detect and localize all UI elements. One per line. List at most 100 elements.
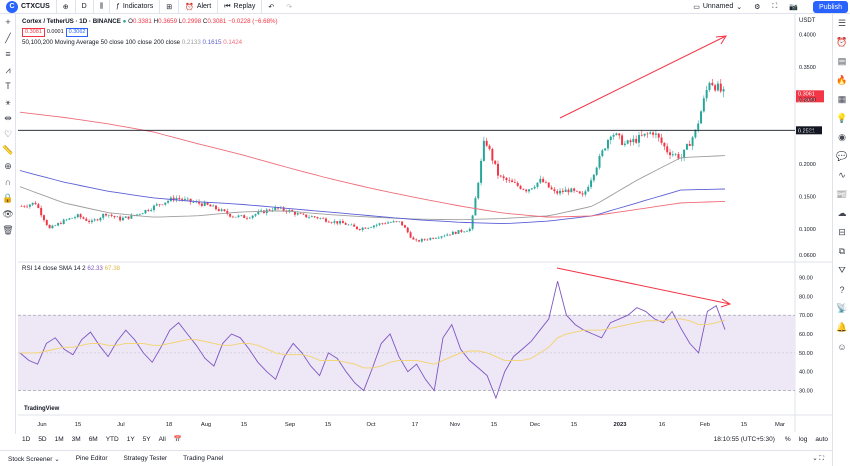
trendline-icon[interactable]: ╱: [5, 32, 11, 43]
replay-button[interactable]: ⏮ Replay: [217, 0, 261, 14]
clock-label[interactable]: 18:10:55 (UTC+5:30): [713, 435, 775, 443]
log-toggle[interactable]: log: [798, 435, 808, 443]
tab-trading-panel[interactable]: Trading Panel: [183, 455, 224, 462]
templates-button[interactable]: ⊞: [159, 0, 178, 14]
tab-stock-screener[interactable]: Stock Screener ⌄: [0, 455, 68, 463]
price-tag-bg: [796, 90, 824, 103]
trophy-icon[interactable]: ⛛: [838, 265, 846, 275]
time-axis[interactable]: Jun 15 Jul 18 Aug 15 Sep 15 Oct 17 Nov 15 Dec 15 2023 1…: [37, 422, 785, 428]
candle-body: [336, 221, 339, 224]
candle-body: [57, 223, 60, 226]
layout-button[interactable]: ▭ Unnamed ⌄: [687, 0, 748, 14]
snapshot-button[interactable]: 📷: [783, 0, 804, 14]
pulse-icon[interactable]: ∿: [838, 170, 846, 180]
zoom-icon[interactable]: ⊕: [4, 160, 12, 171]
candle-body: [361, 227, 364, 230]
heart-icon[interactable]: ♡: [3, 128, 13, 139]
high-label: H: [153, 18, 159, 25]
interval-button[interactable]: D: [74, 0, 93, 14]
broadcast-icon[interactable]: 📡: [836, 303, 848, 313]
help-icon[interactable]: ?: [839, 284, 845, 295]
tab-strategy-tester[interactable]: Strategy Tester: [123, 455, 168, 462]
symbol-search[interactable]: C CTXCUS: [0, 0, 56, 14]
redo-button[interactable]: ↷: [280, 0, 298, 14]
streams-icon[interactable]: ◉: [838, 132, 846, 142]
currency-label[interactable]: USDT: [799, 18, 816, 24]
ideas-icon[interactable]: 💡: [836, 113, 848, 123]
auto-toggle[interactable]: auto: [815, 435, 828, 443]
magnet-icon[interactable]: ∩: [4, 177, 12, 187]
tf-5d[interactable]: 5D: [38, 435, 47, 443]
tf-ytd[interactable]: YTD: [105, 435, 119, 443]
user-icon[interactable]: ☺: [837, 341, 847, 352]
settings-button[interactable]: ⚙: [748, 0, 766, 14]
tf-all[interactable]: All: [158, 435, 166, 443]
indicators-button[interactable]: ƒ Indicators: [108, 0, 159, 14]
candle-body: [423, 239, 426, 240]
chart-type-button[interactable]: ⫼: [92, 0, 109, 14]
candle-body: [618, 133, 621, 136]
hotlist-icon[interactable]: 🔥: [836, 75, 848, 85]
grid-icon: ⊞: [166, 3, 173, 11]
tf-1m[interactable]: 1M: [54, 435, 64, 443]
ruler-icon[interactable]: 📏: [2, 144, 14, 155]
screener-icon[interactable]: ⊟: [838, 227, 846, 237]
publish-button[interactable]: Publish: [813, 1, 848, 13]
candle-body: [711, 82, 714, 86]
buy-box[interactable]: 0.3062: [65, 28, 89, 37]
candle-body: [677, 154, 680, 159]
candle-body: [246, 218, 248, 219]
time-tick-label: 15: [325, 422, 331, 428]
chat-icon[interactable]: 💬: [836, 151, 848, 161]
fullscreen-button[interactable]: ⛶: [766, 0, 783, 14]
watchlist-icon[interactable]: ☰: [837, 18, 847, 28]
ma200-value: 0.1424: [223, 39, 243, 46]
tf-5y[interactable]: 5Y: [142, 435, 151, 443]
alerts-icon[interactable]: ⏰: [836, 37, 848, 47]
time-tick-label: Dec: [530, 422, 540, 428]
data-window-icon[interactable]: ▤: [837, 56, 847, 66]
date-range-icon[interactable]: 📅: [173, 436, 182, 443]
eye-icon[interactable]: 👁: [2, 208, 14, 219]
tf-1d[interactable]: 1D: [22, 435, 31, 443]
trash-icon[interactable]: 🗑: [2, 224, 14, 235]
time-tick-label: Jun: [37, 422, 46, 428]
forecast-icon[interactable]: ⚹: [5, 96, 11, 107]
tf-1y[interactable]: 1Y: [126, 435, 135, 443]
candle-body: [688, 144, 691, 146]
crosshair-icon[interactable]: +: [5, 17, 11, 27]
undo-button[interactable]: ↶: [261, 0, 280, 14]
percent-toggle[interactable]: %: [784, 435, 791, 443]
candle-body: [192, 202, 195, 203]
cloud-icon[interactable]: ☁: [837, 208, 847, 218]
fib-icon[interactable]: ≡: [5, 49, 11, 59]
tf-3m[interactable]: 3M: [71, 435, 81, 443]
compare-button[interactable]: ⊕: [55, 0, 75, 14]
pattern-icon[interactable]: ⩘: [5, 64, 11, 75]
collapse-panel-icon[interactable]: ⌄ ⛶: [812, 455, 824, 462]
candle-body: [152, 205, 155, 210]
text-icon[interactable]: T: [5, 81, 11, 91]
lock-icon[interactable]: 🔒: [2, 192, 14, 203]
tf-6m[interactable]: 6M: [88, 435, 98, 443]
time-tick-label: Mar: [775, 422, 785, 428]
candle-body: [598, 156, 601, 168]
calendar-icon[interactable]: ▦: [837, 94, 847, 104]
candle-body: [59, 223, 62, 225]
sell-box[interactable]: 0.3081: [22, 28, 45, 37]
high-value: 0.3659: [158, 18, 178, 25]
measure-icon[interactable]: ⇹: [4, 112, 12, 123]
price-axis[interactable]: 0.4000 0.3500 0.3000 0.2500 0.2000 0.1500 0.10…: [799, 32, 816, 258]
tab-pine-editor[interactable]: Pine Editor: [75, 455, 108, 462]
candle-body: [480, 160, 483, 183]
alert-button[interactable]: ⏰ Alert: [178, 0, 217, 14]
bell-icon[interactable]: 🔔: [836, 322, 848, 332]
layers-icon[interactable]: ⧉: [838, 246, 846, 256]
candle-body: [578, 191, 581, 194]
news-icon[interactable]: 📰: [836, 189, 848, 199]
rsi-axis[interactable]: 90.00 80.00 70.00 60.00 50.00 40.00 30.00: [799, 275, 813, 394]
arrow-shaft: [559, 35, 727, 119]
candle-body: [274, 207, 277, 211]
